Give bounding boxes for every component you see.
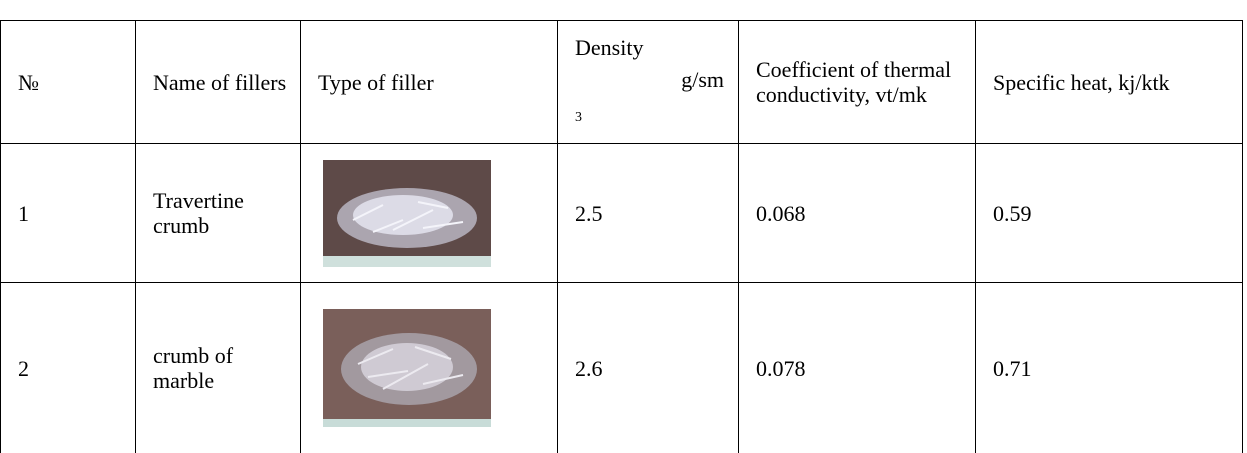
density-unit: g/sm [681,67,724,92]
header-cell: Specific heat, kj/ktk [976,21,1243,144]
image-cell [301,144,558,283]
filler-table: № Name of fillers Type of filler Density… [0,20,1243,453]
density-header: Density g/sm 3 [575,21,724,143]
cell: 1 [1,144,136,283]
header-cell: Type of filler [301,21,558,144]
cell: 0.59 [976,144,1243,283]
page: № Name of fillers Type of filler Density… [0,0,1247,452]
cell: 2.6 [558,283,739,453]
cell: Travertine crumb [136,144,301,283]
table-row: 2 crumb of marble 2.6 0.078 0.71 [1,283,1243,453]
header-cell: № [1,21,136,144]
image-cell [301,283,558,453]
header-text: Density [575,35,643,60]
density-unit-exponent: 3 [575,105,582,130]
cell: 0.078 [739,283,976,453]
cell: crumb of marble [136,283,301,453]
header-row: № Name of fillers Type of filler Density… [1,21,1243,144]
cell: 2 [1,283,136,453]
filler-photo [323,309,491,427]
table-row: 1 Travertine crumb 2.5 0.068 0.59 [1,144,1243,283]
header-cell: Density g/sm 3 [558,21,739,144]
cell: 0.71 [976,283,1243,453]
cell: 2.5 [558,144,739,283]
cell: 0.068 [739,144,976,283]
header-cell: Name of fillers [136,21,301,144]
header-cell: Coefficient of thermal conductivity, vt/… [739,21,976,144]
table-container: № Name of fillers Type of filler Density… [0,20,1242,453]
filler-photo [323,160,491,267]
